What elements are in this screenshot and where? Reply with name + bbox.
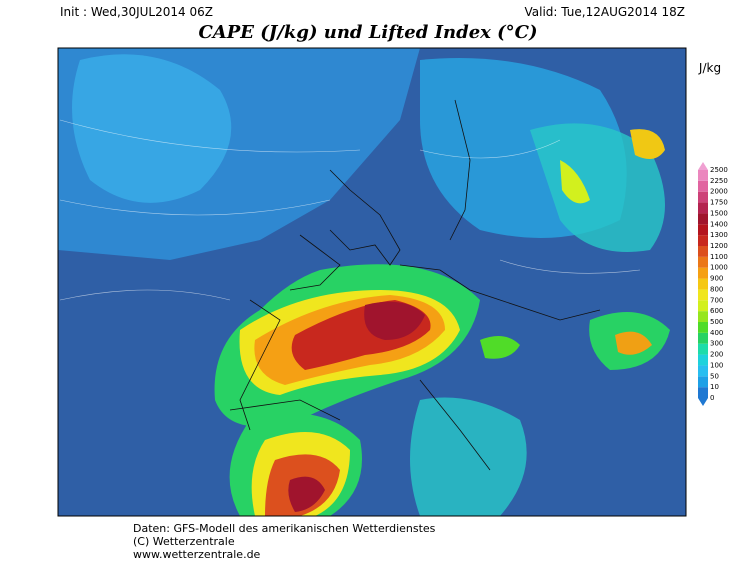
color-bar-segment	[698, 322, 708, 333]
color-bar-label: 900	[710, 275, 723, 283]
color-bar-segment	[698, 180, 708, 192]
color-bar-segment	[698, 289, 708, 301]
color-bar-label: 500	[710, 318, 723, 326]
color-bar-label: 600	[710, 307, 723, 315]
footer-line: www.wetterzentrale.de	[133, 548, 261, 561]
map-title: CAPE (J/kg) und Lifted Index (°C)	[198, 22, 537, 43]
color-bar-segment	[698, 332, 708, 344]
footer-line: Daten: GFS-Modell des amerikanischen Wet…	[133, 522, 436, 535]
color-bar-label: 100	[710, 361, 723, 369]
color-bar-segment	[698, 267, 708, 279]
color-bar-label: 1400	[710, 220, 728, 228]
color-bar-label: 10	[710, 383, 719, 391]
color-bar-segment	[698, 343, 708, 355]
map	[57, 47, 687, 517]
color-bar-segment	[698, 202, 708, 214]
color-bar-top	[698, 162, 708, 170]
color-bar-segment	[698, 256, 708, 268]
color-bar-segment	[698, 376, 708, 388]
color-bar-segment	[698, 311, 708, 322]
color-bar-bottom	[698, 398, 708, 406]
color-bar-segment	[698, 224, 708, 236]
color-bar-label: 50	[710, 372, 719, 380]
color-bar-label: 2500	[710, 166, 728, 174]
valid-time: Valid: Tue,12AUG2014 18Z	[525, 5, 686, 19]
color-bar-label: 1200	[710, 242, 728, 250]
color-bar-label: 2250	[710, 177, 728, 185]
color-bar-label: 2000	[710, 188, 728, 196]
color-bar-segment	[698, 213, 708, 225]
color-bar-segment	[698, 365, 708, 377]
color-bar-segment	[698, 387, 708, 398]
color-bar-label: 1500	[710, 209, 728, 217]
color-bar-label: 800	[710, 285, 723, 293]
color-bar-label: 1300	[710, 231, 728, 239]
footer-line: (C) Wetterzentrale	[133, 535, 235, 548]
color-bar-label: 200	[710, 351, 723, 359]
color-bar-label: 1100	[710, 253, 728, 261]
color-bar-segment	[698, 191, 708, 203]
color-bar-segment	[698, 246, 708, 257]
color-bar-label: 400	[710, 329, 723, 337]
color-bar-label: 0	[710, 394, 714, 402]
color-bar-segment	[698, 278, 708, 290]
color-bar-segment	[698, 300, 708, 312]
color-bar-label: 1000	[710, 264, 728, 272]
color-bar-label: 1750	[710, 199, 728, 207]
color-bar-segment	[698, 354, 708, 366]
legend-unit: J/kg	[698, 61, 721, 75]
color-bar-segment	[698, 170, 708, 181]
color-bar-label: 700	[710, 296, 723, 304]
color-bar-label: 300	[710, 340, 723, 348]
init-time: Init : Wed,30JUL2014 06Z	[60, 5, 213, 19]
color-bar-segment	[698, 235, 708, 246]
color-bar: 0 10 50 100 200 300 400 500 600 700 800 900 1000 1100…	[698, 162, 728, 406]
